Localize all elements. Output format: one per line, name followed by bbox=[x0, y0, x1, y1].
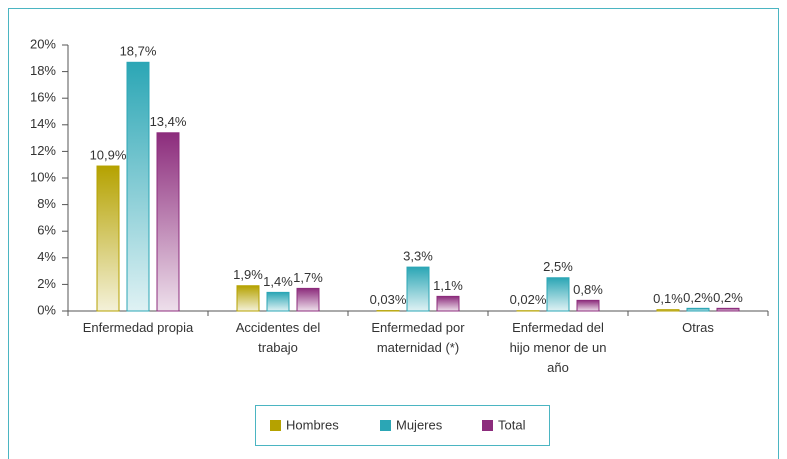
y-tick-label: 10% bbox=[30, 169, 56, 184]
legend-label: Total bbox=[498, 417, 526, 432]
y-tick-label: 4% bbox=[37, 249, 56, 264]
data-label: 1,4% bbox=[263, 274, 293, 289]
bar bbox=[266, 291, 290, 312]
y-tick-label: 6% bbox=[37, 223, 56, 238]
legend-swatch bbox=[380, 420, 391, 431]
x-tick-label: Enfermedad del hijo menor de un año bbox=[509, 320, 607, 375]
data-label: 1,7% bbox=[293, 270, 323, 285]
y-tick-label: 8% bbox=[37, 196, 56, 211]
bar bbox=[436, 295, 460, 312]
legend-label: Mujeres bbox=[396, 417, 443, 432]
frame bbox=[8, 8, 779, 459]
x-tick-label: Enfermedad propia bbox=[82, 320, 194, 335]
data-label: 0,03% bbox=[370, 292, 407, 307]
legend-box bbox=[255, 405, 550, 446]
y-tick-label: 16% bbox=[30, 90, 56, 105]
bar bbox=[546, 277, 570, 312]
data-label: 1,9% bbox=[233, 267, 263, 282]
data-label: 13,4% bbox=[150, 114, 187, 129]
data-label: 0,8% bbox=[573, 282, 603, 297]
y-tick-label: 12% bbox=[30, 143, 56, 158]
x-tick-label: Otras bbox=[682, 320, 714, 335]
data-label: 1,1% bbox=[433, 278, 463, 293]
x-tick-label: Enfermedad por maternidad (*) bbox=[371, 320, 465, 355]
data-label: 0,2% bbox=[683, 290, 713, 305]
data-label: 0,2% bbox=[713, 290, 743, 305]
data-label: 10,9% bbox=[90, 147, 127, 162]
bar bbox=[296, 287, 320, 312]
y-tick-label: 20% bbox=[30, 36, 56, 51]
bar bbox=[716, 307, 740, 312]
bar bbox=[156, 132, 180, 312]
data-label: 0,02% bbox=[510, 292, 547, 307]
y-tick-label: 2% bbox=[37, 276, 56, 291]
data-label: 3,3% bbox=[403, 249, 433, 264]
legend-swatch bbox=[482, 420, 493, 431]
y-tick-label: 18% bbox=[30, 63, 56, 78]
bar bbox=[656, 309, 680, 312]
bar bbox=[406, 266, 430, 312]
data-label: 2,5% bbox=[543, 259, 573, 274]
bar bbox=[126, 61, 150, 312]
data-label: 18,7% bbox=[120, 44, 157, 59]
bar bbox=[236, 285, 260, 312]
y-tick-label: 14% bbox=[30, 116, 56, 131]
legend-label: Hombres bbox=[286, 417, 339, 432]
bar bbox=[686, 307, 710, 312]
bar bbox=[96, 165, 120, 312]
x-tick-label: Accidentes del trabajo bbox=[235, 320, 321, 355]
bar bbox=[576, 299, 600, 312]
legend-swatch bbox=[270, 420, 281, 431]
data-label: 0,1% bbox=[653, 291, 683, 306]
y-tick-label: 0% bbox=[37, 302, 56, 317]
